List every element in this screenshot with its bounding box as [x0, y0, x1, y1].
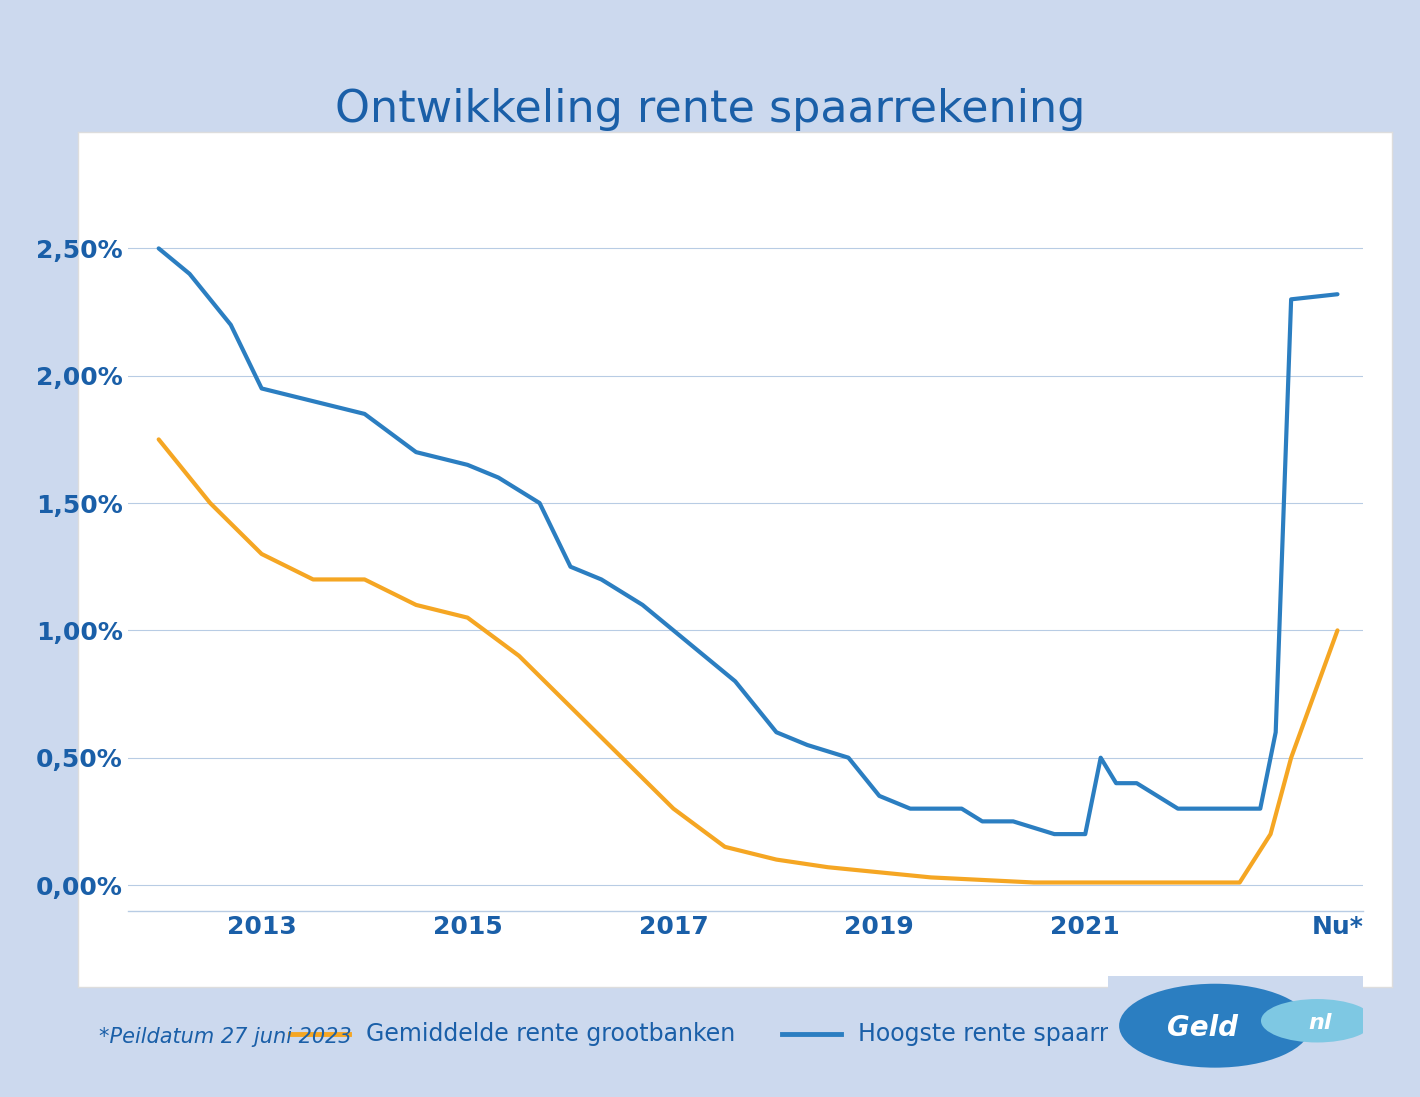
- Ellipse shape: [1119, 984, 1311, 1067]
- Text: *Peildatum 27 juni 2023: *Peildatum 27 juni 2023: [99, 1027, 352, 1047]
- Text: Ontwikkeling rente spaarrekening: Ontwikkeling rente spaarrekening: [335, 88, 1085, 132]
- Text: Geld: Geld: [1167, 1014, 1238, 1042]
- Text: nl: nl: [1308, 1013, 1332, 1032]
- Legend: Gemiddelde rente grootbanken, Hoogste rente spaarrekening: Gemiddelde rente grootbanken, Hoogste re…: [281, 1013, 1210, 1055]
- Circle shape: [1261, 999, 1373, 1042]
